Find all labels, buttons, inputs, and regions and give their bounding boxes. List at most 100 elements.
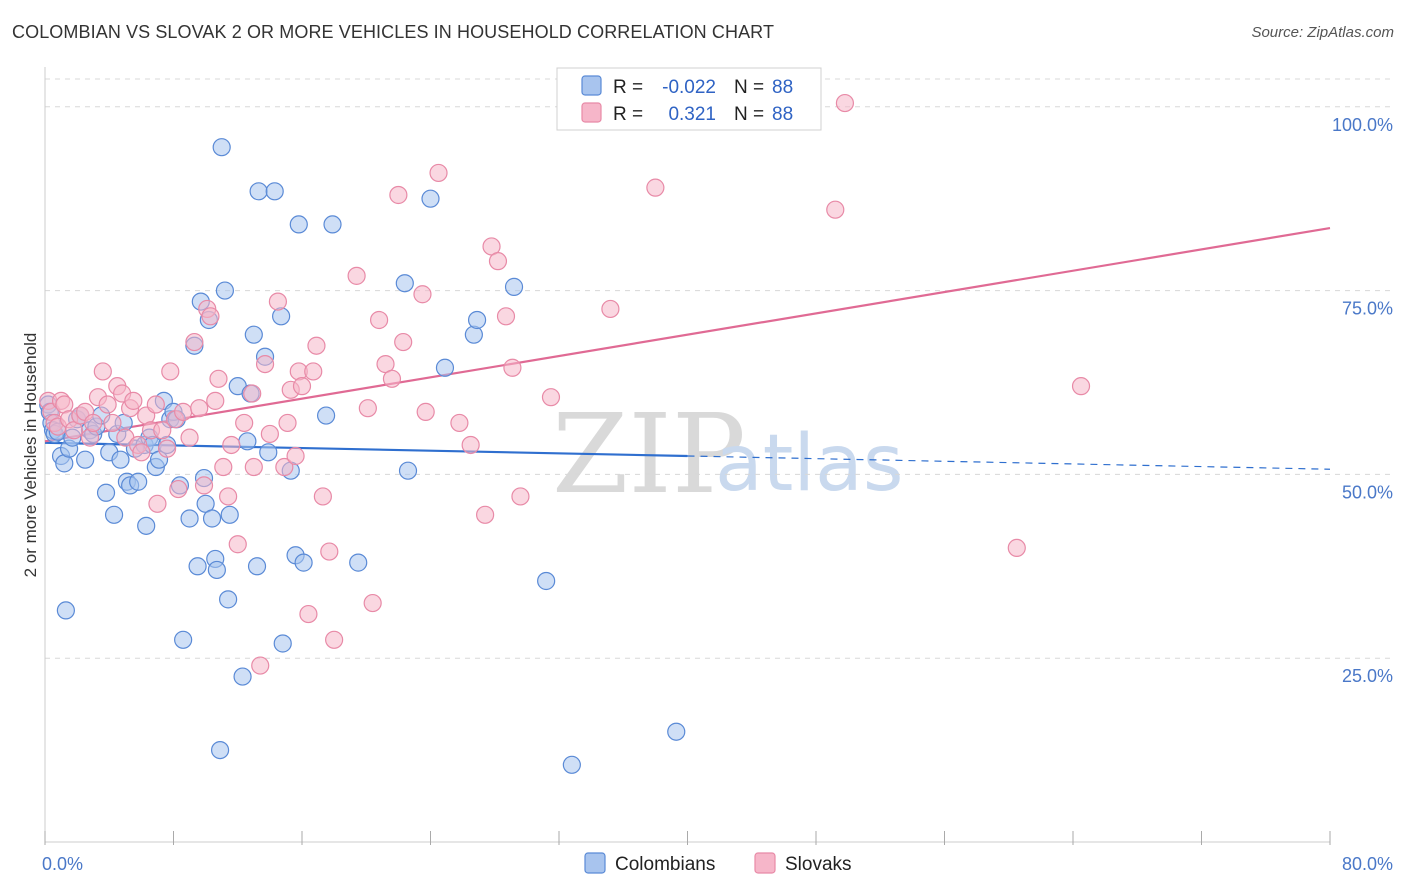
point-colombians <box>207 560 226 580</box>
legend-n-value-2: 88 <box>772 104 793 125</box>
correlation-legend: R = -0.022 N = 88 R = 0.321 N = 88 <box>556 67 822 131</box>
point-slovaks <box>511 487 530 506</box>
point-slovaks <box>413 285 432 304</box>
point-slovaks <box>382 369 402 388</box>
point-slovaks <box>307 336 326 355</box>
legend-r-value-1: -0.022 <box>662 77 716 98</box>
point-colombians <box>188 557 207 576</box>
point-slovaks <box>286 446 305 466</box>
point-slovaks <box>190 399 209 418</box>
point-slovaks <box>214 457 233 477</box>
point-colombians <box>464 325 483 344</box>
point-colombians <box>212 138 231 157</box>
point-slovaks <box>313 487 332 506</box>
point-colombians <box>249 182 268 201</box>
legend-n-value-1: 88 <box>772 77 793 98</box>
point-slovaks <box>185 332 204 352</box>
point-slovaks <box>476 505 495 524</box>
point-slovaks <box>146 395 165 414</box>
point-slovaks <box>209 369 228 388</box>
point-colombians <box>219 590 238 609</box>
grid-lines <box>45 78 1395 659</box>
point-colombians <box>467 310 487 330</box>
point-slovaks <box>260 424 279 444</box>
point-slovaks <box>394 332 413 352</box>
point-colombians <box>323 215 342 234</box>
point-slovaks <box>1007 538 1026 558</box>
point-colombians <box>395 274 414 293</box>
point-slovaks <box>244 457 263 477</box>
point-slovaks <box>157 439 177 458</box>
y-axis-label: 2 or more Vehicles in Household <box>21 333 40 578</box>
x-tick-label-min: 0.0% <box>42 854 83 874</box>
point-slovaks <box>292 377 312 396</box>
point-colombians <box>289 215 308 234</box>
legend-n-label-1: N = <box>734 77 764 98</box>
point-slovaks <box>84 413 103 433</box>
point-slovaks <box>835 93 855 113</box>
watermark-atlas: atlas <box>715 419 904 509</box>
legend-label-colombians: Colombians <box>615 854 715 875</box>
axes: 25.0% 50.0% 75.0% 100.0% 0.0% 80.0% <box>42 67 1393 874</box>
legend-swatch-slovaks <box>581 102 602 123</box>
point-slovaks <box>503 358 522 377</box>
point-slovaks <box>347 266 366 285</box>
trend-line-colombians-extension <box>687 455 1331 470</box>
point-colombians <box>202 509 222 528</box>
point-colombians <box>111 450 130 469</box>
point-slovaks <box>194 476 214 495</box>
point-colombians <box>180 509 199 528</box>
legend-swatch-colombians <box>581 75 602 96</box>
point-slovaks <box>299 604 318 624</box>
legend-r-label-1: R = <box>613 77 643 98</box>
point-slovaks <box>169 479 188 499</box>
point-colombians <box>272 307 291 326</box>
point-slovaks <box>363 593 382 613</box>
point-colombians <box>76 450 95 469</box>
legend-r-value-2: 0.321 <box>668 104 716 125</box>
point-colombians <box>233 667 252 686</box>
series-legend: Colombians Slovaks <box>584 852 852 875</box>
point-colombians <box>421 189 440 208</box>
point-slovaks <box>251 656 270 675</box>
legend-label-slovaks: Slovaks <box>785 854 852 875</box>
point-colombians <box>265 182 284 201</box>
point-colombians <box>537 571 556 591</box>
legend-swatch-colombians-bottom <box>584 852 606 874</box>
point-slovaks <box>153 421 172 440</box>
point-slovaks <box>320 542 339 561</box>
point-slovaks <box>358 399 377 418</box>
point-slovaks <box>496 307 516 326</box>
y-tick-label: 25.0% <box>1342 666 1393 686</box>
point-colombians <box>137 516 156 535</box>
point-slovaks <box>219 487 238 506</box>
point-slovaks <box>132 443 151 462</box>
x-tick-label-max: 80.0% <box>1342 854 1393 874</box>
point-slovaks <box>103 413 122 433</box>
legend-r-label-2: R = <box>613 104 643 125</box>
point-colombians <box>273 634 292 653</box>
point-colombians <box>220 505 239 524</box>
point-colombians <box>562 755 581 774</box>
point-slovaks <box>174 402 193 421</box>
point-slovaks <box>429 163 448 183</box>
point-colombians <box>398 461 418 480</box>
point-slovaks <box>541 388 561 407</box>
point-slovaks <box>646 178 665 197</box>
point-colombians <box>244 325 263 344</box>
point-slovaks <box>80 428 100 447</box>
point-slovaks <box>325 630 344 649</box>
point-colombians <box>215 281 234 300</box>
point-colombians <box>174 630 193 649</box>
point-colombians <box>259 443 278 462</box>
point-slovaks <box>93 362 112 381</box>
y-tick-label: 50.0% <box>1342 482 1393 502</box>
point-slovaks <box>148 494 167 513</box>
point-colombians <box>349 553 368 572</box>
point-slovaks <box>255 354 275 374</box>
data-points <box>39 93 1091 774</box>
point-slovaks <box>601 299 620 319</box>
point-slovaks <box>228 535 247 554</box>
point-slovaks <box>1071 377 1091 396</box>
